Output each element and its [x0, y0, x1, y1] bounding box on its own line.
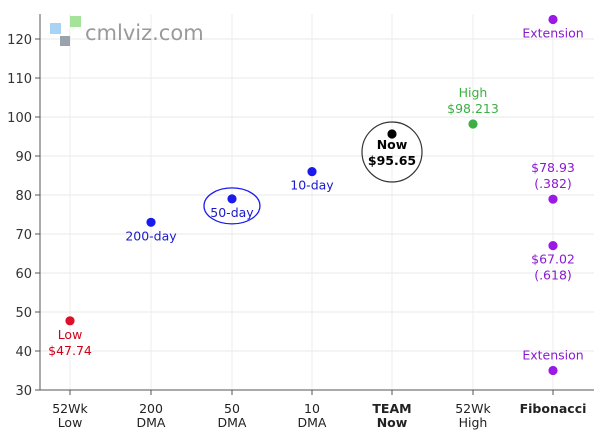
data-point — [547, 240, 559, 252]
y-tick-label: 100 — [7, 111, 32, 126]
data-label: Extension — [522, 348, 583, 363]
y-tick-label: 90 — [15, 150, 32, 165]
x-category-label-line1: 52Wk — [52, 401, 88, 416]
x-category-labels: 52WkLow200DMA50DMA10DMATEAMNow52WkHighFi… — [52, 401, 586, 430]
data-label: $67.02 — [531, 252, 575, 267]
x-category-label-line2: DMA — [218, 415, 247, 430]
x-category-label-line2: Now — [377, 415, 408, 430]
x-category-label-line2: Low — [58, 415, 83, 430]
data-point — [547, 14, 559, 25]
data-point — [467, 118, 479, 130]
y-tick-labels: 30 40 50 60 70 80 90 100 110 120 — [7, 33, 32, 399]
data-label: $47.74 — [48, 343, 92, 358]
data-label: High — [459, 85, 488, 100]
y-tick-label: 50 — [15, 306, 32, 321]
x-category-label-line1: Fibonacci — [520, 401, 587, 416]
data-label: Low — [58, 327, 83, 342]
x-category-label-line1: 10 — [304, 401, 320, 416]
y-tick-label: 110 — [7, 72, 32, 87]
logo-text: cmlviz.com — [85, 21, 204, 45]
x-category-label-line1: 200 — [139, 401, 163, 416]
x-category-label-line2: DMA — [137, 415, 166, 430]
logo-square-gray — [60, 36, 70, 46]
data-points: Low$47.74 200-day 50-day 10-day Now$95.65 Hig… — [48, 14, 584, 376]
y-tick-label: 30 — [15, 384, 32, 399]
data-point — [306, 166, 318, 178]
data-label: $78.93 — [531, 160, 575, 175]
data-label: $95.65 — [368, 153, 416, 168]
x-category-label-line1: 52Wk — [455, 401, 491, 416]
data-point — [386, 128, 398, 140]
logo-square-green — [70, 16, 81, 27]
data-point — [226, 193, 238, 205]
data-point — [547, 193, 559, 205]
x-category-label-line1: TEAM — [372, 401, 411, 416]
gridlines — [40, 14, 594, 391]
data-point — [145, 216, 157, 228]
logo-square-blue — [50, 23, 61, 34]
data-label: 10-day — [290, 178, 334, 193]
x-category-label-line2: High — [459, 415, 488, 430]
data-label: $98.213 — [447, 101, 499, 116]
y-tick-label: 80 — [15, 189, 32, 204]
y-tick-label: 70 — [15, 228, 32, 243]
data-point — [64, 315, 76, 327]
x-category-label-line2: DMA — [298, 415, 327, 430]
data-label: (.618) — [534, 268, 572, 283]
highlight-ring — [361, 121, 423, 183]
x-category-label-line1: 50 — [224, 401, 240, 416]
y-tick-label: 120 — [7, 33, 32, 48]
highlight-ring — [203, 187, 261, 225]
data-label: (.382) — [534, 176, 572, 191]
data-label: 50-day — [210, 205, 254, 220]
data-label: 200-day — [125, 228, 177, 243]
data-point — [547, 365, 559, 376]
data-label: Extension — [522, 26, 583, 41]
cmlviz-logo: cmlviz.com — [50, 16, 204, 46]
y-tick-label: 40 — [15, 345, 32, 360]
y-tick-label: 60 — [15, 267, 32, 282]
data-label: Now — [377, 137, 408, 152]
axes — [35, 14, 594, 395]
